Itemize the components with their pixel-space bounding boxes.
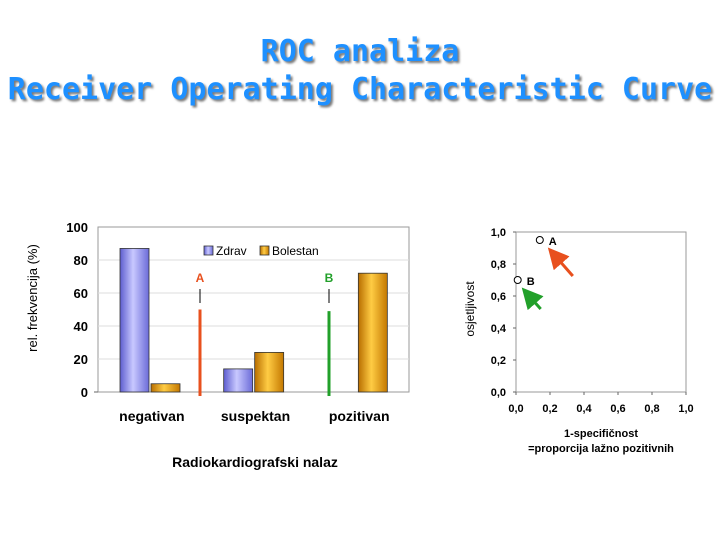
roc-point-B: [513, 276, 522, 284]
legend-swatch-bolestan: [259, 245, 270, 256]
bar-chart: rel. frekvencija (%) 0 20 40 60 80 100 negati…: [25, 220, 410, 470]
roc-arrow-B: [521, 287, 544, 311]
roc-x-tick-label: 0,8: [644, 403, 659, 415]
roc-chart: osjetljivost 0,0 0,2 0,4 0,6 0,8 1,0 0,0 0,2 0,…: [463, 227, 694, 455]
bar-x-tick-label: suspektan: [221, 408, 290, 424]
roc-plot-area: [515, 231, 687, 393]
bar-y-tick-label: 60: [74, 286, 88, 301]
legend-label-zdrav: Zdrav: [216, 244, 247, 258]
bar-y-tick-label: 0: [81, 385, 88, 400]
slide-title: ROC analiza: [260, 34, 460, 69]
roc-y-axis-label: osjetljivost: [463, 281, 477, 337]
roc-x-axis-label-line1: 1-specifičnost: [564, 428, 638, 440]
bar-zdrav-suspektan: [223, 368, 254, 393]
roc-x-tick-label: 0,2: [542, 403, 557, 415]
roc-y-tick-label: 0,4: [491, 323, 507, 335]
bar-y-tick-label: 20: [74, 352, 88, 367]
bar-x-tick-label: pozitivan: [329, 408, 390, 424]
bar-legend: Zdrav Bolestan: [203, 244, 319, 258]
roc-y-tick-label: 0,6: [491, 291, 506, 303]
roc-arrow-A: [547, 247, 574, 277]
roc-x-tick-label: 0,4: [576, 403, 592, 415]
bar-y-axis-label: rel. frekvencija (%): [25, 244, 40, 352]
roc-y-tick-label: 0,0: [491, 387, 506, 399]
roc-y-tick-label: 0,8: [491, 259, 506, 271]
roc-point-A: [535, 236, 544, 244]
roc-point-B-label: B: [527, 276, 535, 288]
roc-y-tick-label: 1,0: [491, 227, 506, 239]
bar-plot-area: [97, 226, 410, 393]
bar-x-axis-label: Radiokardiografski nalaz: [172, 454, 338, 470]
legend-label-bolestan: Bolestan: [272, 244, 319, 258]
bar-bolestan-negativan: [150, 383, 181, 393]
roc-x-tick-label: 0,6: [610, 403, 625, 415]
bar-x-tick-label: negativan: [119, 408, 184, 424]
threshold-B-label: B: [325, 271, 334, 285]
bar-y-tick-label: 80: [74, 253, 88, 268]
roc-y-tick-label: 0,2: [491, 355, 506, 367]
bar-y-tick-label: 100: [66, 220, 88, 235]
bar-bolestan-pozitivan: [357, 272, 388, 393]
roc-point-A-label: A: [549, 236, 557, 248]
roc-x-tick-label: 1,0: [678, 403, 693, 415]
roc-x-axis-label-line2: =proporcija lažno pozitivnih: [528, 443, 674, 455]
threshold-A-label: A: [196, 271, 205, 285]
bar-zdrav-negativan: [119, 248, 150, 393]
legend-swatch-zdrav: [203, 245, 214, 256]
bar-bolestan-suspektan: [254, 351, 285, 393]
bar-y-tick-label: 40: [74, 319, 88, 334]
roc-x-tick-label: 0,0: [508, 403, 523, 415]
slide-subtitle: Receiver Operating Characteristic Curve: [7, 72, 713, 107]
